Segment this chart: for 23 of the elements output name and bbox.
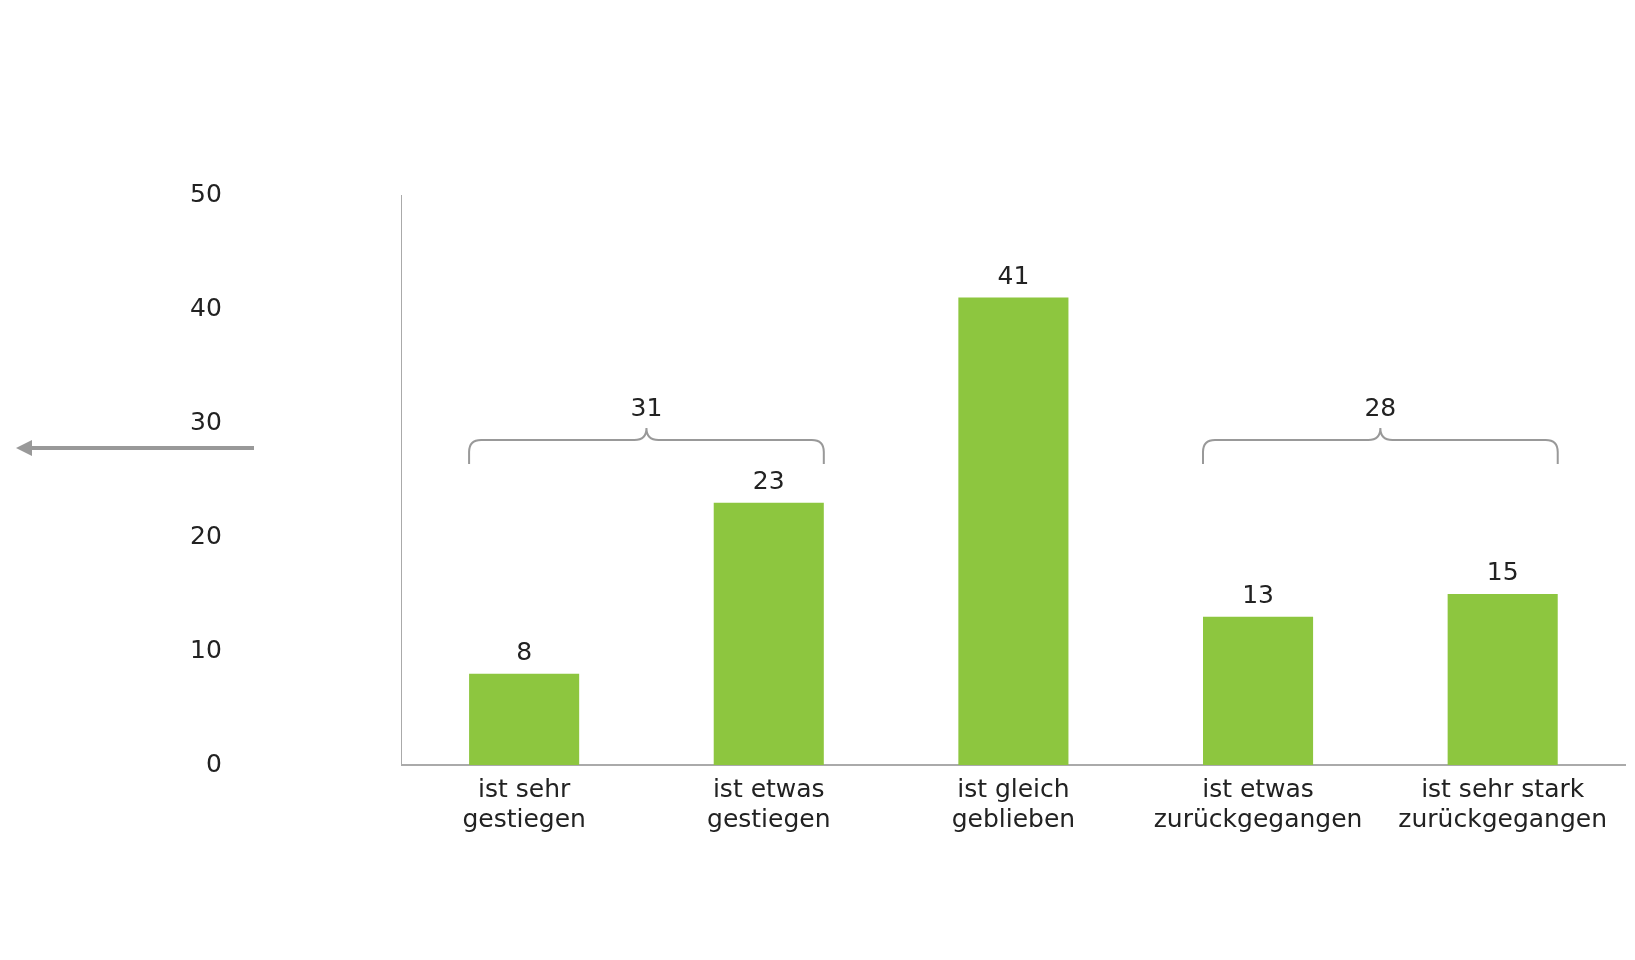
annotation: 31	[630, 393, 663, 423]
x-tick-label: ist sehr stark zurückgegangen	[1398, 773, 1608, 833]
bar	[958, 297, 1069, 765]
annotation: 28	[1364, 393, 1397, 423]
data-label: 23	[752, 465, 785, 495]
bar	[1203, 616, 1314, 765]
bar	[713, 502, 824, 765]
x-tick-label: ist etwas zurückgegangen	[1153, 773, 1363, 833]
y-tick-label: 20	[190, 520, 222, 550]
y-tick-label: 40	[190, 292, 222, 322]
data-label: 41	[997, 260, 1030, 290]
bar	[1447, 594, 1558, 765]
y-tick-label: 30	[190, 406, 222, 436]
data-label: 8	[516, 636, 533, 666]
data-label: 13	[1242, 579, 1274, 609]
x-tick-label: ist etwas gestiegen	[707, 773, 831, 833]
bar	[469, 673, 580, 765]
x-tick-label: ist sehr gestiegen	[462, 773, 586, 833]
y-tick-label: 0	[205, 748, 222, 778]
y-tick-label: 50	[190, 178, 222, 208]
y-tick-label: 10	[190, 634, 222, 664]
data-label: 15	[1486, 557, 1519, 586]
x-tick-label: ist gleich geblieben	[951, 773, 1076, 833]
